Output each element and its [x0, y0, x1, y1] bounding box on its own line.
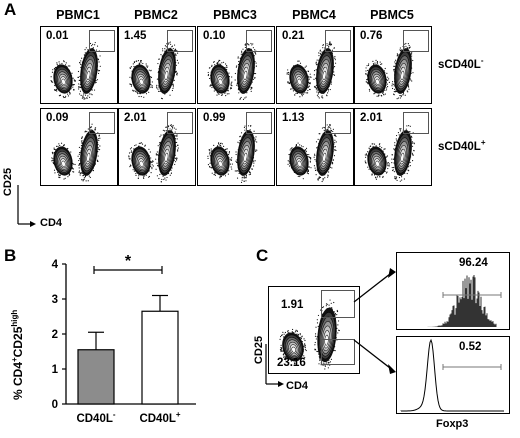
- panel-c-dot-plot: 1.91 23.16: [268, 286, 360, 374]
- panel-a-column-label: PBMC4: [292, 8, 336, 22]
- y-tick-label: 0: [52, 399, 58, 411]
- gate-box: [321, 290, 355, 318]
- gate-percentage: 0.09: [46, 112, 69, 124]
- panel-c-letter: C: [256, 246, 269, 265]
- gate-box: [325, 112, 351, 134]
- bar: [77, 349, 115, 405]
- gate-percentage: 23.16: [277, 357, 306, 369]
- panel-a-column-label: PBMC2: [134, 8, 178, 22]
- bar: [141, 310, 179, 405]
- panel-b-letter: B: [4, 246, 17, 265]
- y-axis-label: % CD4+CD25high: [10, 310, 25, 400]
- gate-percentage: 1.91: [281, 299, 304, 311]
- flow-dot-plot: 1.13: [276, 108, 354, 186]
- gate-percentage: 0.76: [360, 30, 383, 42]
- y-tick-label: 1: [52, 364, 59, 376]
- gate-box: [246, 112, 272, 134]
- y-tick-label: 2: [52, 329, 58, 341]
- x-category-label: CD40L+: [139, 410, 180, 425]
- gate-box: [167, 112, 193, 134]
- flow-dot-plot: 0.76: [354, 26, 432, 104]
- panel-a-axis-arrows: [17, 185, 36, 227]
- gate-box: [246, 30, 272, 52]
- histogram-x-axis-label: Foxp3: [436, 418, 469, 430]
- panel-c-x-axis-label: CD4: [286, 380, 309, 392]
- gate-percentage: 0.99: [203, 112, 226, 124]
- gate-box: [167, 30, 193, 52]
- panel-a-column-label: PBMC3: [213, 8, 257, 22]
- panel-a-row-label: sCD40L+: [438, 138, 486, 153]
- panel-a-column-label: PBMC1: [56, 8, 100, 22]
- gate-box: [321, 339, 355, 365]
- gate-arrows: [353, 268, 396, 374]
- panel-b-bar-chart: 0 1 2 3 4 % CD4+CD25high CD40L- CD40L+ *: [10, 253, 196, 425]
- flow-dot-plot: 2.01: [118, 108, 196, 186]
- flow-dot-plot: 0.10: [197, 26, 275, 104]
- gate-box: [89, 30, 115, 52]
- panel-c-axis-arrows: [265, 344, 284, 387]
- gate-box: [325, 30, 351, 52]
- flow-dot-plot: 0.99: [197, 108, 275, 186]
- flow-dot-plot: 2.01: [354, 108, 432, 186]
- flow-dot-plot: 0.09: [40, 108, 118, 186]
- gate-box: [403, 30, 429, 52]
- y-tick-label: 4: [52, 259, 59, 271]
- gate-percentage: 1.13: [282, 112, 305, 124]
- panel-a-column-label: PBMC5: [370, 8, 414, 22]
- gate-percentage: 0.10: [203, 30, 226, 42]
- panel-a-x-axis-label: CD4: [40, 217, 63, 229]
- gate-box: [403, 112, 429, 134]
- gate-percentage: 1.45: [124, 30, 147, 42]
- panel-a-row-label: sCD40L-: [438, 56, 484, 71]
- gate-percentage: 2.01: [124, 112, 147, 124]
- foxp3-histogram: 96.24: [396, 252, 510, 330]
- foxp3-histogram: 0.52: [396, 336, 510, 414]
- histogram-percentage: 0.52: [459, 341, 482, 353]
- x-category-label: CD40L-: [76, 410, 115, 425]
- flow-dot-plot: 0.21: [276, 26, 354, 104]
- y-tick-label: 3: [52, 294, 58, 306]
- panel-a-letter: A: [4, 0, 17, 19]
- histogram-percentage: 96.24: [459, 257, 488, 269]
- gate-percentage: 2.01: [360, 112, 383, 124]
- gate-percentage: 0.01: [46, 30, 69, 42]
- flow-dot-plot: 1.45: [118, 26, 196, 104]
- significance-star: *: [125, 253, 132, 270]
- gate-box: [89, 112, 115, 134]
- panel-c-y-axis-label: CD25: [253, 335, 266, 365]
- panel-a-y-axis-label: CD25: [2, 167, 15, 197]
- flow-dot-plot: 0.01: [40, 26, 118, 104]
- gate-percentage: 0.21: [282, 30, 305, 42]
